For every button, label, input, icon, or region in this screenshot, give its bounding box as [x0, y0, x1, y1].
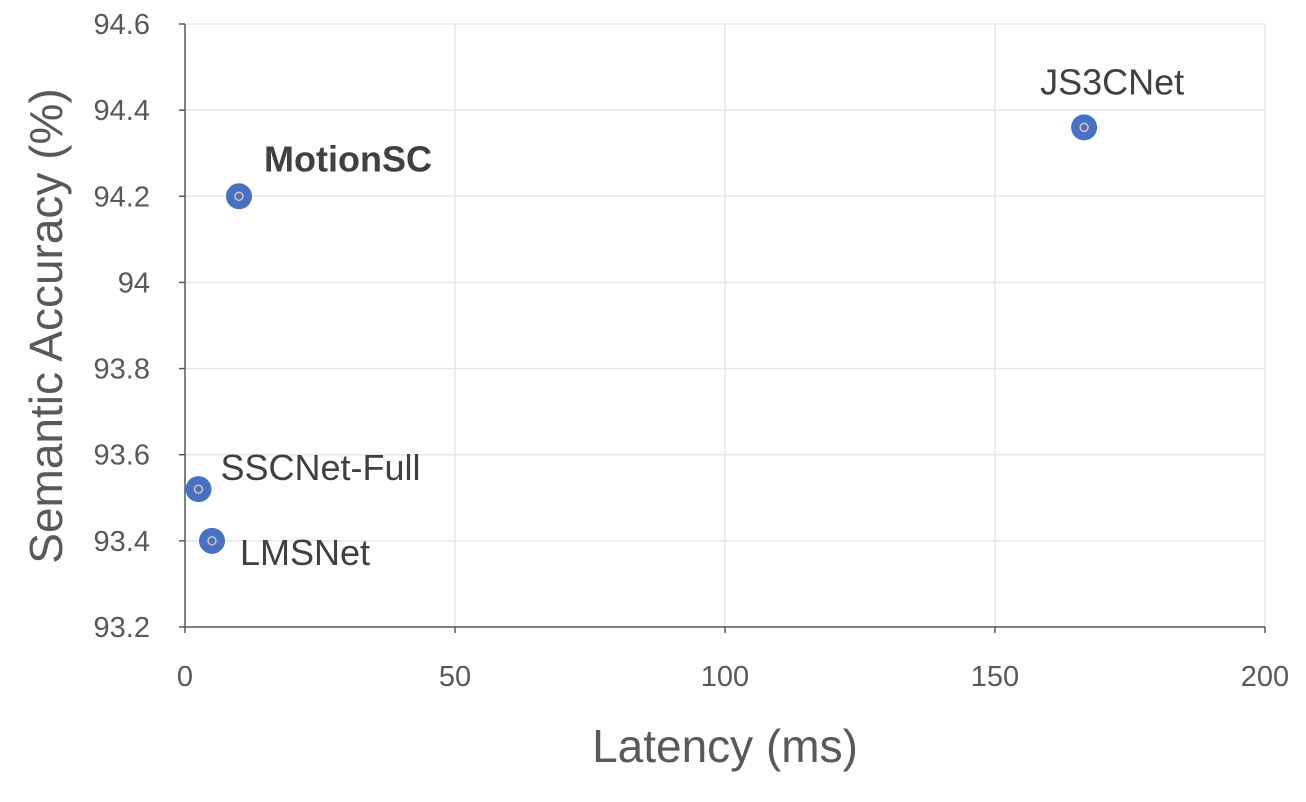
x-tick-label: 0 — [177, 661, 193, 693]
point-marker — [199, 527, 225, 554]
axes — [179, 23, 1266, 633]
y-tick-label: 94.4 — [94, 95, 150, 127]
y-tick-label: 94 — [118, 267, 150, 299]
point-label: LMSNet — [240, 532, 370, 573]
y-tick-label: 93.4 — [94, 526, 150, 558]
scatter-point — [199, 527, 225, 554]
scatter-point — [226, 183, 252, 210]
point-center — [193, 484, 204, 494]
point-center — [234, 191, 244, 201]
point-center — [207, 536, 217, 546]
x-axis-title: Latency (ms) — [592, 720, 858, 772]
point-center — [1079, 122, 1089, 133]
x-tick-label: 100 — [701, 661, 749, 693]
scatter-point — [185, 476, 212, 503]
y-tick-label: 93.8 — [94, 354, 150, 386]
y-tick-label: 94.6 — [94, 9, 150, 41]
point-marker — [226, 183, 252, 210]
point-marker — [1071, 114, 1098, 141]
x-tick-label: 150 — [971, 661, 1019, 693]
y-tick-label: 93.2 — [94, 612, 150, 644]
point-label: JS3CNet — [1040, 61, 1184, 102]
point-label: SSCNet-Full — [221, 447, 421, 488]
y-axis-title: Semantic Accuracy (%) — [20, 88, 72, 563]
scatter-point — [1071, 114, 1098, 141]
y-tick-label: 93.6 — [94, 440, 150, 472]
point-marker — [185, 476, 212, 503]
data-points — [185, 114, 1098, 554]
grid-lines — [185, 23, 1266, 627]
point-labels: MotionSC JS3CNet SSCNet-Full LMSNet — [221, 61, 1185, 572]
x-tick-label: 50 — [439, 661, 471, 693]
point-label: MotionSC — [264, 138, 432, 179]
x-tick-label: 200 — [1241, 661, 1289, 693]
tick-labels: 93.2 93.4 93.6 93.8 94 94.2 94.4 94.6 0 50 100 150 2… — [94, 9, 1290, 693]
y-tick-label: 94.2 — [94, 181, 150, 213]
